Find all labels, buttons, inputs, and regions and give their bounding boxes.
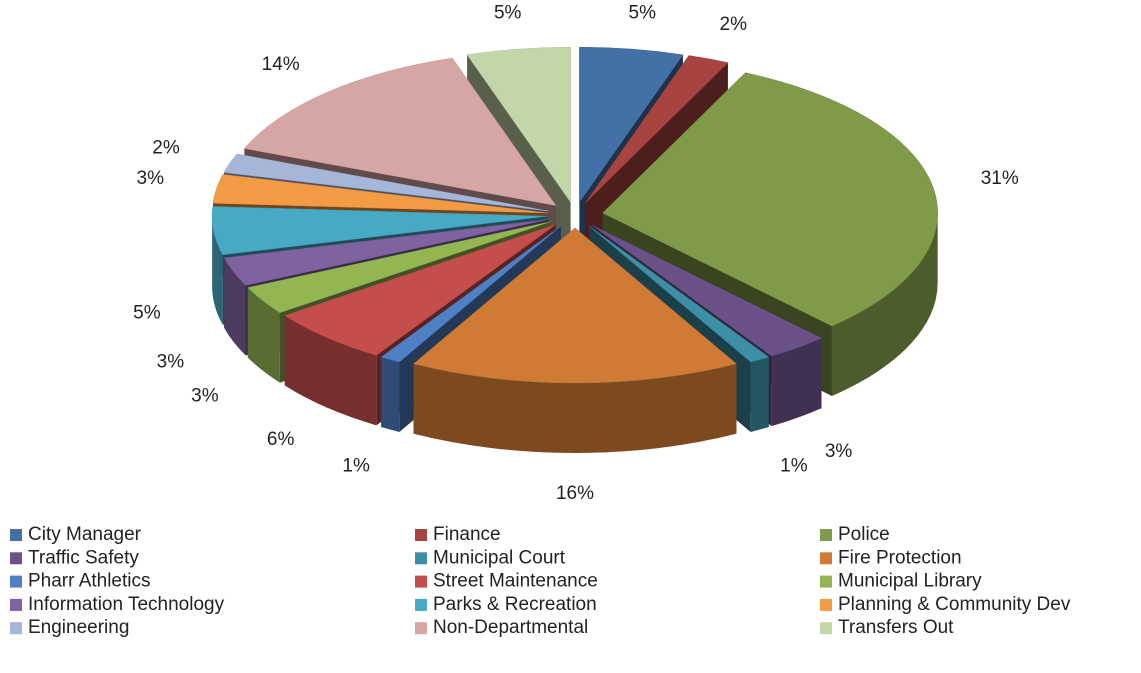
slice-top xyxy=(592,225,823,357)
slice-wall xyxy=(381,357,400,432)
legend-swatch xyxy=(820,529,832,541)
data-label: 5% xyxy=(629,3,657,24)
legend-label: Information Technology xyxy=(28,594,225,615)
legend-swatch xyxy=(10,622,22,635)
data-label: 5% xyxy=(494,3,522,24)
slice-top xyxy=(211,206,548,256)
data-label: 6% xyxy=(267,429,295,450)
legend-swatch xyxy=(820,598,832,611)
data-label: 3% xyxy=(137,168,165,189)
legend-swatch xyxy=(10,529,22,541)
slice-top xyxy=(223,219,549,286)
data-label: 2% xyxy=(720,14,748,35)
data-label: 31% xyxy=(981,168,1019,189)
legend-swatch xyxy=(820,622,832,635)
slice-wall xyxy=(284,315,377,426)
legend-label: Municipal Court xyxy=(433,547,566,568)
slice-wall xyxy=(831,212,938,396)
slice-top xyxy=(284,224,556,356)
slice-top xyxy=(247,221,551,313)
slice-top xyxy=(585,55,729,204)
legend-label: Finance xyxy=(433,524,501,545)
data-label: 1% xyxy=(342,455,370,476)
slice xyxy=(413,227,737,453)
legend-swatch xyxy=(820,552,832,565)
legend-swatch xyxy=(10,575,22,588)
slice-top xyxy=(589,225,770,363)
legend-swatch xyxy=(415,529,427,541)
legend-label: Planning & Community Dev xyxy=(838,594,1071,615)
slice-wall xyxy=(247,287,280,383)
legend-swatch xyxy=(415,552,427,565)
legend-label: Traffic Safety xyxy=(28,547,139,568)
data-label: 5% xyxy=(133,303,161,324)
legend-label: Street Maintenance xyxy=(433,571,598,592)
data-label: 3% xyxy=(157,351,185,372)
legend-label: Municipal Library xyxy=(838,571,982,592)
data-label: 1% xyxy=(780,455,808,476)
legend-label: Non-Departmental xyxy=(433,617,588,638)
data-label: 2% xyxy=(152,138,180,159)
data-label: 16% xyxy=(556,483,594,504)
legend-label: City Manager xyxy=(28,524,142,545)
legend-swatch xyxy=(415,598,427,611)
legend-swatch xyxy=(415,575,427,588)
slice-wall xyxy=(750,357,769,432)
slice-top xyxy=(212,174,548,214)
slice-top xyxy=(380,225,561,363)
data-label: 3% xyxy=(191,385,219,406)
legend-swatch xyxy=(10,598,22,611)
slice-wall xyxy=(413,363,737,453)
slice-top xyxy=(413,227,737,384)
legend-label: Police xyxy=(838,524,890,545)
slice-wall xyxy=(212,216,223,325)
slice-wall xyxy=(771,338,822,427)
slice-wall xyxy=(224,257,246,356)
data-label: 3% xyxy=(825,441,853,462)
legend-label: Transfers Out xyxy=(838,617,954,638)
slice-top xyxy=(579,46,684,203)
legend-label: Fire Protection xyxy=(838,547,962,568)
legend-swatch xyxy=(820,575,832,588)
slice-top xyxy=(466,46,571,203)
legend-swatch xyxy=(415,622,427,635)
legend-label: Parks & Recreation xyxy=(433,594,597,615)
slice-top xyxy=(602,72,938,327)
legend-label: Engineering xyxy=(28,617,129,638)
legend-label: Pharr Athletics xyxy=(28,571,151,592)
data-label: 14% xyxy=(262,54,300,75)
legend-swatch xyxy=(10,552,22,565)
slice-top xyxy=(223,153,549,212)
slice-top xyxy=(243,57,557,206)
